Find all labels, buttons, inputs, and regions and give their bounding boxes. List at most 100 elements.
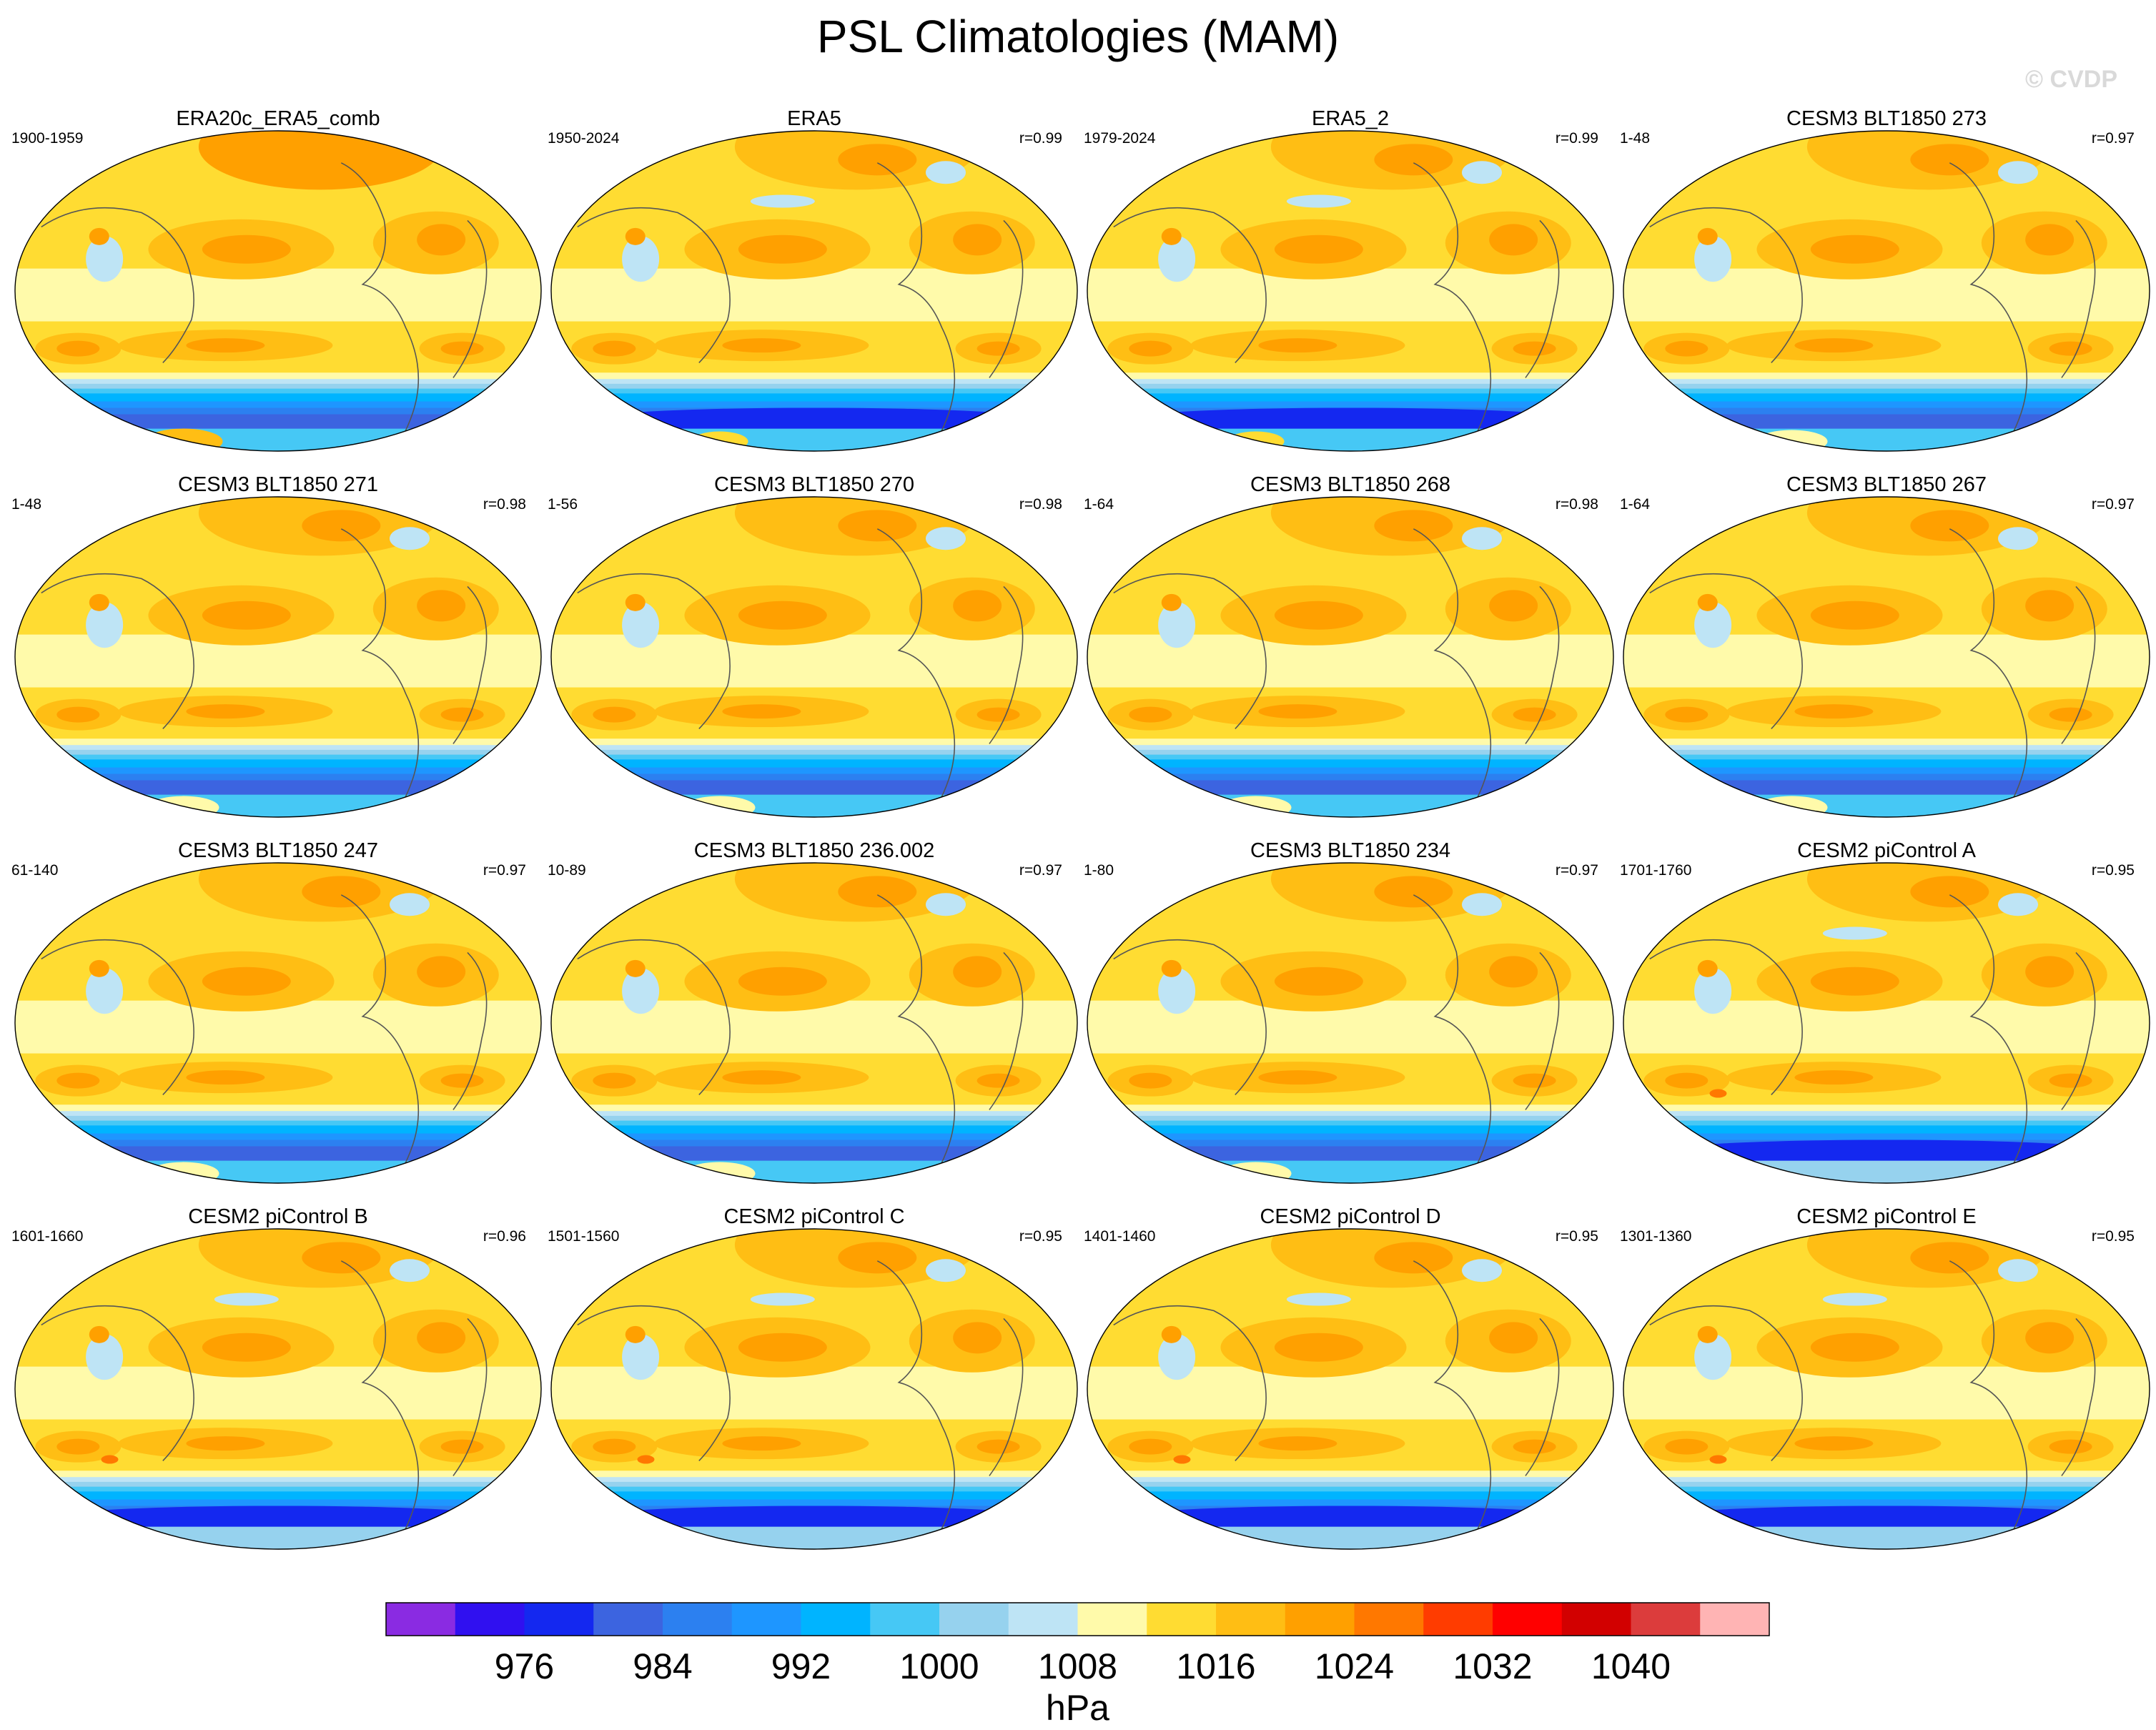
map-panel: CESM3 BLT1850 236.002 10-89 r=0.97 [548, 839, 1078, 1184]
coastline [876, 1260, 956, 1549]
coastline [1525, 951, 1560, 1110]
map-panel: CESM3 BLT1850 247 61-140 r=0.97 [11, 839, 542, 1184]
map-field [15, 131, 541, 451]
map-outline [1623, 862, 2150, 1184]
coastline [340, 1260, 420, 1549]
panel-title: CESM3 BLT1850 271 [178, 473, 378, 496]
coastline [876, 162, 956, 451]
colorbar-swatch [801, 1603, 871, 1636]
coastline [453, 1318, 488, 1476]
colorbar-swatch [731, 1603, 801, 1636]
panel-title: CESM2 piControl C [723, 1205, 904, 1228]
coastline [453, 951, 488, 1110]
coastline [2061, 951, 2096, 1110]
coastline [1525, 585, 1560, 744]
panel-correlation: r=0.96 [483, 1228, 526, 1245]
map-outline [1087, 1228, 1614, 1550]
map-panel: CESM2 piControl D 1401-1460 r=0.95 [1084, 1205, 1614, 1550]
map-field [1087, 863, 1613, 1183]
panel-correlation: r=0.98 [1019, 496, 1062, 513]
map-panel: CESM3 BLT1850 234 1-80 r=0.97 [1084, 839, 1614, 1184]
panel-correlation: r=0.97 [2092, 130, 2135, 147]
coastline [989, 585, 1024, 744]
coastline [1525, 1318, 1560, 1476]
map-outline [1623, 496, 2150, 818]
coastline [340, 894, 420, 1183]
coastline [1413, 1260, 1492, 1549]
panel-correlation: r=0.97 [1556, 862, 1598, 879]
map-panel: CESM2 piControl E 1301-1360 r=0.95 [1620, 1205, 2150, 1550]
panel-title: CESM3 BLT1850 270 [714, 473, 914, 496]
panel-correlation: r=0.97 [483, 862, 526, 879]
coastline [1949, 162, 2028, 451]
colorbar-swatch [524, 1603, 594, 1636]
map-outline [1087, 130, 1614, 452]
colorbar: 976 984 992 1000 1008 1016 1024 1032 1040 hPa [385, 1602, 1770, 1728]
map-panel: CESM2 piControl C 1501-1560 r=0.95 [548, 1205, 1078, 1550]
coastline [876, 894, 956, 1183]
panel-correlation: r=0.95 [1556, 1228, 1598, 1245]
map-outline [550, 862, 1078, 1184]
panel-correlation: r=0.98 [1556, 496, 1598, 513]
coastline [2061, 1318, 2096, 1476]
panel-correlation: r=0.99 [1556, 130, 1598, 147]
coastline [1413, 894, 1492, 1183]
map-panel: ERA5_2 1979-2024 r=0.99 [1084, 107, 1614, 452]
coastline [1649, 939, 1803, 1095]
panel-years: 1950-2024 [548, 130, 620, 147]
map-panel: CESM3 BLT1850 268 1-64 r=0.98 [1084, 473, 1614, 818]
colorbar-border [385, 1602, 1770, 1636]
coastline [1413, 528, 1492, 817]
coastline [41, 573, 194, 729]
panel-title: ERA5 [787, 107, 841, 130]
panel-years: 1701-1760 [1620, 862, 1691, 879]
coastline [1649, 573, 1803, 729]
coastline [1949, 894, 2028, 1183]
panel-title: CESM3 BLT1850 236.002 [694, 839, 934, 862]
panel-title: CESM2 piControl D [1260, 1205, 1440, 1228]
panel-years: 1-56 [548, 496, 578, 513]
map-field [551, 497, 1077, 817]
coastline [340, 162, 420, 451]
coastline [453, 219, 488, 378]
colorbar-swatch [1561, 1603, 1631, 1636]
panel-title: ERA20c_ERA5_comb [176, 107, 380, 130]
coastline [41, 207, 194, 363]
coastline [1649, 1305, 1803, 1461]
panel-years: 1900-1959 [11, 130, 83, 147]
panel-correlation: r=0.97 [1019, 862, 1062, 879]
panel-years: 1-64 [1084, 496, 1114, 513]
colorbar-swatch [1700, 1603, 1770, 1636]
map-field [1087, 1229, 1613, 1549]
map-outline [14, 1228, 542, 1550]
map-field [551, 131, 1077, 451]
colorbar-tick-label: 1016 [1176, 1646, 1255, 1686]
coastline [41, 939, 194, 1095]
map-field [1623, 863, 2150, 1183]
colorbar-swatch [1493, 1603, 1563, 1636]
panel-title: CESM3 BLT1850 267 [1786, 473, 1987, 496]
panel-correlation: r=0.99 [1019, 130, 1062, 147]
map-panel: CESM2 piControl B 1601-1660 r=0.96 [11, 1205, 542, 1550]
coastline [2061, 585, 2096, 744]
coastline [577, 939, 731, 1095]
panels-grid: ERA20c_ERA5_comb 1900-1959 ERA5 1950-2024 r=… [11, 107, 2150, 1550]
map-field [1087, 131, 1613, 451]
map-outline [550, 1228, 1078, 1550]
colorbar-swatch [1077, 1603, 1147, 1636]
panel-correlation: r=0.97 [2092, 496, 2135, 513]
watermark: © CVDP [2025, 66, 2117, 93]
panel-years: 1-48 [11, 496, 41, 513]
map-panel: ERA5 1950-2024 r=0.99 [548, 107, 1078, 452]
map-field [551, 863, 1077, 1183]
panel-years: 1301-1360 [1620, 1228, 1691, 1245]
coastline [876, 528, 956, 817]
map-field [15, 497, 541, 817]
coastline [453, 585, 488, 744]
panel-years: 1979-2024 [1084, 130, 1156, 147]
coastline [1113, 939, 1267, 1095]
map-panel: CESM3 BLT1850 271 1-48 r=0.98 [11, 473, 542, 818]
map-field [15, 863, 541, 1183]
coastline [989, 219, 1024, 378]
coastline [41, 1305, 194, 1461]
